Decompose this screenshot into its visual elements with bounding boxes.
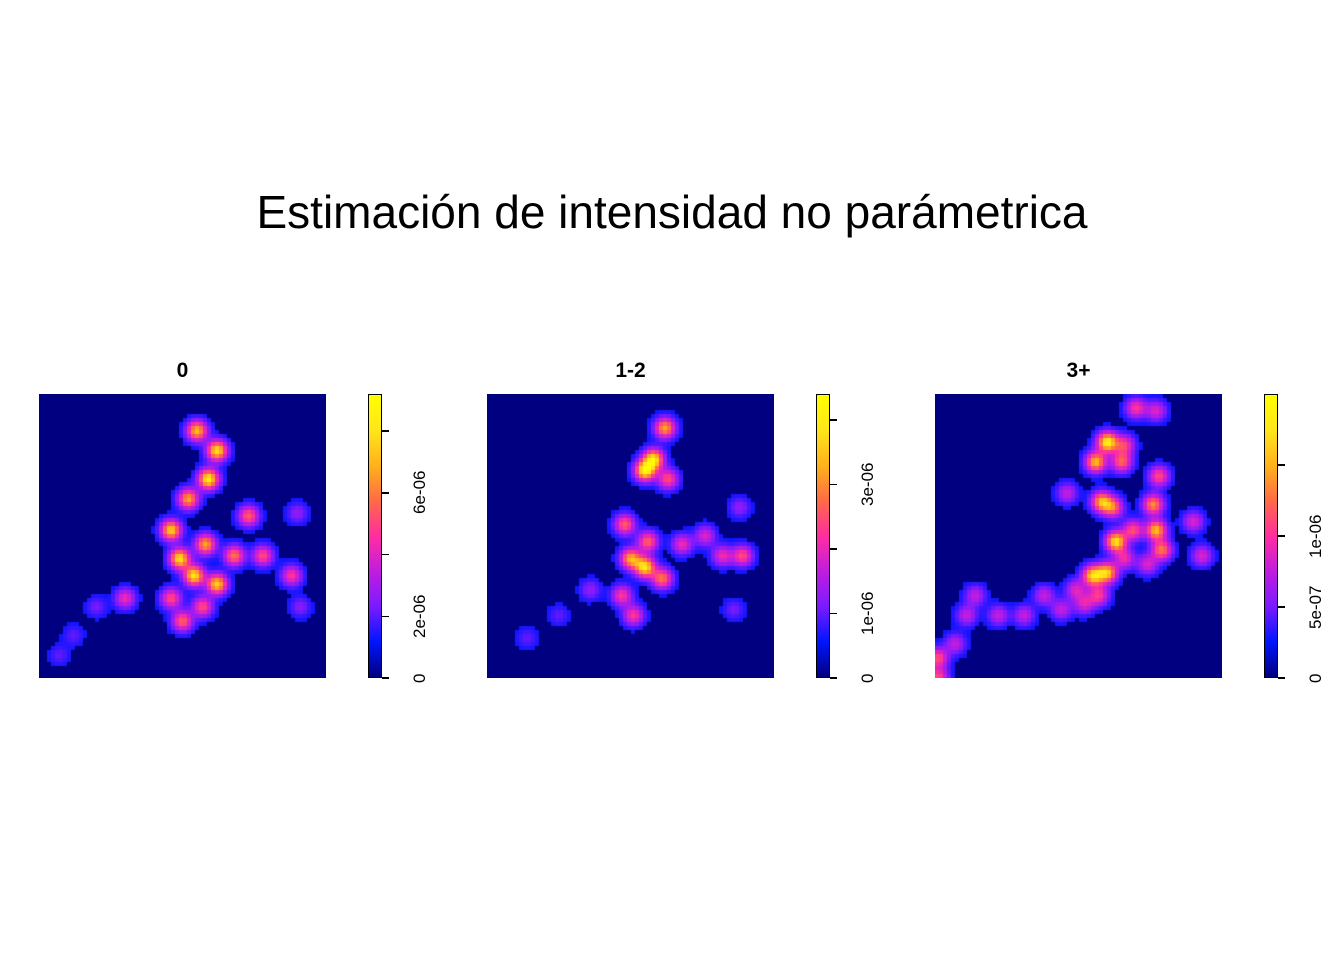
colorbar-tick xyxy=(382,492,389,494)
colorbar-tick-label: 5e-07 xyxy=(1306,585,1325,629)
colorbar-tick xyxy=(830,612,837,615)
colorbar-tick-label: 6e-06 xyxy=(410,470,429,515)
chart-title: Estimación de intensidad no parámetrica xyxy=(256,186,1088,238)
colorbar-tick-label: 0 xyxy=(1306,673,1325,683)
colorbar-tick xyxy=(830,548,837,550)
colorbar-tick-label: 0 xyxy=(410,673,429,683)
heatmap-1-2 xyxy=(487,394,774,678)
colorbar-tick xyxy=(382,615,389,617)
colorbar-tick xyxy=(382,430,389,432)
colorbar-tick xyxy=(830,419,837,421)
colorbar-tick xyxy=(1278,677,1285,679)
panel-title-1-2: 1-2 xyxy=(615,359,646,382)
colorbar-tick-label: 1e-06 xyxy=(858,591,877,635)
colorbar-tick xyxy=(1278,606,1285,608)
colorbar-tick-label: 3e-06 xyxy=(858,462,877,506)
colorbar-tick xyxy=(1278,535,1285,537)
colorbar-tick xyxy=(830,677,837,679)
heatmap-3-plus xyxy=(935,394,1222,678)
panel-title-0: 0 xyxy=(176,359,189,382)
colorbar-1-2 xyxy=(816,394,830,678)
colorbar-tick xyxy=(1278,464,1285,466)
colorbar-tick xyxy=(382,553,389,556)
colorbar-tick-label: 1e-06 xyxy=(1306,514,1325,558)
panel-title-3-plus: 3+ xyxy=(1066,359,1091,382)
colorbar-tick xyxy=(830,483,837,486)
colorbar-tick xyxy=(382,677,389,679)
colorbar-tick-label: 2e-06 xyxy=(410,594,429,638)
colorbar-tick-label: 0 xyxy=(858,673,877,683)
heatmap-0 xyxy=(39,394,326,678)
colorbar-0 xyxy=(368,394,382,678)
colorbar-3-plus xyxy=(1264,394,1278,678)
